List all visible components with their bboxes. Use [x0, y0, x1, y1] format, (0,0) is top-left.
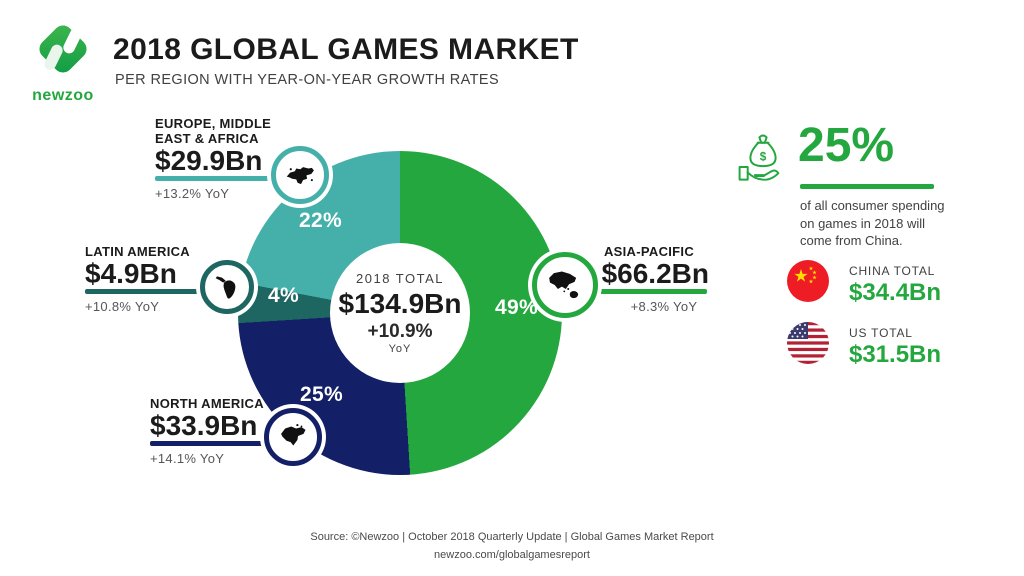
region-yoy-asia-pacific: +8.3% YoY: [630, 299, 698, 314]
china-highlight-description: of all consumer spending on games in 201…: [800, 198, 945, 248]
us-total: US TOTAL $31.5Bn: [849, 326, 941, 369]
region-value-north-america: $33.9Bn: [150, 410, 258, 441]
share-label-emea: 22%: [299, 209, 342, 232]
share-label-latin-america: 4%: [268, 284, 299, 307]
callout-line-north-america: [150, 441, 268, 446]
region-name-emea-line1: EUROPE, MIDDLE: [155, 116, 272, 131]
emea-map-marker: [271, 146, 329, 204]
region-name-asia-pacific: ASIA-PACIFIC: [603, 244, 695, 259]
share-label-north-america: 25%: [300, 383, 343, 406]
region-yoy-latin-america: +10.8% YoY: [85, 299, 160, 314]
currency-symbol: $: [760, 151, 767, 164]
region-value-asia-pacific: $66.2Bn: [601, 258, 709, 289]
callout-emea: EUROPE, MIDDLE EAST & AFRICA $29.9Bn +13…: [155, 116, 275, 201]
asia-pacific-map-marker: [532, 252, 598, 318]
money-bag-in-hand-icon: $: [736, 127, 790, 194]
callout-latin-america: LATIN AMERICA $4.9Bn +10.8% YoY: [85, 244, 205, 314]
newzoo-logo-icon: [39, 25, 87, 73]
share-label-asia-pacific: 49%: [495, 296, 538, 319]
source-line: Source: ©Newzoo | October 2018 Quarterly…: [310, 531, 714, 543]
china-total: CHINA TOTAL $34.4Bn: [849, 264, 941, 307]
newzoo-wordmark: newzoo: [32, 87, 94, 104]
page-title: 2018 GLOBAL GAMES MARKET: [113, 33, 579, 66]
region-name-emea-line2: EAST & AFRICA: [155, 131, 259, 146]
china-highlight-rule: [800, 184, 934, 189]
callout-line-emea: [155, 176, 273, 181]
latin-america-map-marker: [200, 260, 254, 314]
region-name-emea: EUROPE, MIDDLE EAST & AFRICA: [155, 116, 275, 146]
region-value-emea: $29.9Bn: [155, 145, 263, 176]
china-total-label: CHINA TOTAL: [849, 264, 936, 278]
china-total-value: $34.4Bn: [849, 279, 942, 306]
donut-center: 2018 TOTAL $134.9Bn +10.9% YoY: [330, 243, 470, 383]
north-america-map-icon: [280, 423, 306, 446]
asia-pacific-map-icon: [549, 271, 579, 299]
region-yoy-north-america: +14.1% YoY: [150, 451, 225, 466]
page-subtitle: PER REGION WITH YEAR-ON-YEAR GROWTH RATE…: [115, 72, 500, 88]
report-url: newzoo.com/globalgamesreport: [434, 549, 590, 561]
callout-asia-pacific: ASIA-PACIFIC $66.2Bn +8.3% YoY: [589, 244, 709, 314]
total-growth: +10.9%: [367, 321, 433, 342]
region-name-north-america: NORTH AMERICA: [150, 396, 264, 411]
total-growth-unit: YoY: [388, 343, 412, 355]
callout-line-latin-america: [85, 289, 203, 294]
region-value-latin-america: $4.9Bn: [85, 258, 177, 289]
china-flag-icon: [787, 260, 829, 302]
total-value: $134.9Bn: [338, 288, 462, 319]
callout-line-asia-pacific: [589, 289, 707, 294]
us-total-label: US TOTAL: [849, 326, 913, 340]
china-share-pct: 25%: [798, 119, 895, 172]
region-yoy-emea: +13.2% YoY: [155, 186, 230, 201]
newzoo-logo: newzoo: [28, 18, 98, 105]
emea-map-icon: [286, 166, 314, 184]
total-label: 2018 TOTAL: [356, 271, 444, 286]
region-name-latin-america: LATIN AMERICA: [85, 244, 190, 259]
callout-north-america: NORTH AMERICA $33.9Bn +14.1% YoY: [150, 396, 270, 466]
us-flag-icon: [787, 322, 829, 364]
us-total-value: $31.5Bn: [849, 341, 942, 368]
latin-america-map-icon: [215, 276, 236, 299]
north-america-map-marker: [264, 408, 322, 466]
